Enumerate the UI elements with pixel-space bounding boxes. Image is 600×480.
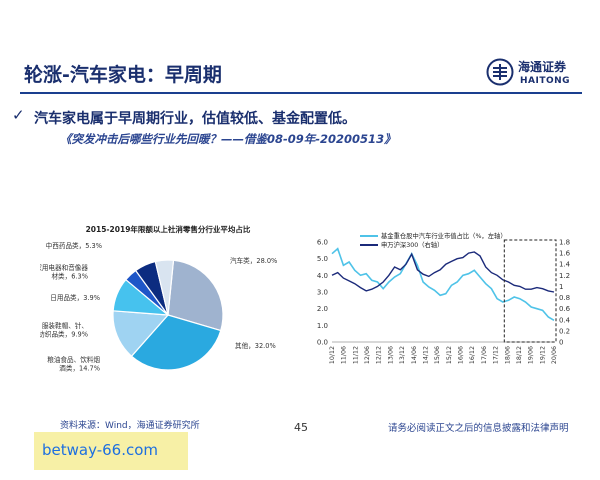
x-tick-label: 15/06	[434, 346, 441, 364]
y-right-tick: 0.4	[559, 316, 571, 324]
y-right-tick: 1.6	[559, 250, 571, 258]
y-left-tick: 0.0	[317, 339, 328, 347]
y-right-tick: 1	[559, 283, 563, 291]
x-tick-label: 13/12	[399, 346, 406, 364]
x-tick-label: 16/12	[469, 346, 476, 364]
y-left-tick: 6.0	[317, 239, 328, 247]
x-tick-label: 20/06	[551, 346, 558, 364]
x-tick-label: 17/06	[481, 346, 488, 364]
pie-chart-title: 2015-2019年限额以上社消零售分行业平均占比	[86, 224, 251, 234]
haitong-emblem-icon	[486, 58, 514, 86]
page-number: 45	[294, 421, 308, 434]
y-right-tick: 0.8	[559, 294, 570, 302]
legend-label-2: 申万沪深300（右轴）	[381, 240, 443, 249]
pie-slice-3	[112, 310, 170, 358]
title-divider	[20, 92, 582, 94]
y-left-tick: 1.0	[317, 322, 328, 330]
pie-label-7: 中西药品类，5.3%	[46, 241, 102, 250]
line-chart: 0.0 1.0 2.0 3.0 4.0 5.0 6.0 0 0.2 0.4 0.6 0.8 1 1.2 1.…	[317, 231, 571, 364]
slide-title: 轮涨-汽车家电：早周期	[24, 64, 222, 86]
legal-disclaimer: 请务必阅读正文之后的信息披露和法律声明	[388, 423, 569, 434]
highlight-box	[503, 239, 557, 343]
y-right-tick: 0.2	[559, 327, 570, 335]
watermark-banner[interactable]: betway-66.com	[34, 432, 188, 470]
series-line-2	[331, 251, 555, 293]
y-right-tick: 1.2	[559, 272, 570, 280]
data-source: 资料来源：Wind，海通证券研究所	[60, 421, 200, 431]
x-tick-label: 12/12	[376, 346, 383, 364]
pie-label-4: 服装鞋帽、针、纺织品类，9.9%	[40, 321, 88, 339]
x-tick-label: 17/12	[493, 346, 500, 364]
y-right-tick: 1.8	[559, 239, 570, 247]
x-tick-label: 19/06	[528, 346, 535, 364]
y-right-tick: 1.4	[559, 261, 571, 269]
logo-english-name: HAITONG	[520, 76, 571, 86]
pie-slice-7	[154, 259, 175, 316]
pie-chart: 2015-2019年限额以上社消零售分行业平均占比 汽车类，28.0% 其他，32…	[40, 224, 277, 373]
y-left-tick: 2.0	[317, 305, 328, 313]
checkmark-icon: ✓	[12, 106, 25, 124]
x-tick-label: 15/12	[446, 346, 453, 364]
x-tick-label: 11/06	[341, 346, 348, 364]
watermark-text: betway-66.com	[42, 441, 159, 459]
y-right-tick: 0	[559, 339, 563, 347]
pie-label-5: 日用品类，3.9%	[50, 293, 100, 302]
x-tick-label: 12/06	[364, 346, 371, 364]
pie-label-6: 家用电器和音像器材类，6.3%	[40, 263, 88, 281]
x-tick-label: 16/06	[458, 346, 465, 364]
x-tick-label: 18/06	[504, 346, 511, 364]
legend-label-1: 基金重仓股中汽车行业市值占比（%，左轴）	[381, 231, 507, 240]
pie-label-3: 粮油食品、饮料烟酒类，14.7%	[47, 355, 100, 373]
x-tick-label: 10/12	[329, 346, 336, 364]
logo-chinese-name: 海通证券	[518, 60, 567, 74]
series-line-1	[331, 247, 555, 321]
report-reference: 《突发冲击后哪些行业先回暖？——借鉴08-09年-20200513》	[60, 132, 396, 146]
x-tick-label: 14/06	[411, 346, 418, 364]
x-tick-label: 18/12	[516, 346, 523, 364]
pie-slice-2	[130, 314, 222, 371]
y-left-tick: 4.0	[317, 272, 328, 280]
pie-slice-1	[167, 259, 224, 332]
haitong-logo: 海通证券 HAITONG	[486, 56, 582, 92]
x-tick-label: 11/12	[352, 346, 359, 364]
pie-label-2: 其他，32.0%	[235, 341, 276, 350]
y-right-tick: 0.6	[559, 305, 571, 313]
pie-label-1: 汽车类，28.0%	[230, 256, 277, 265]
x-tick-label: 14/12	[423, 346, 430, 364]
x-tick-label: 13/06	[387, 346, 394, 364]
y-left-tick: 3.0	[317, 289, 328, 297]
y-left-tick: 5.0	[317, 255, 328, 263]
x-tick-label: 19/12	[539, 346, 546, 364]
key-point: 汽车家电属于早周期行业，估值较低、基金配置低。	[34, 111, 356, 127]
